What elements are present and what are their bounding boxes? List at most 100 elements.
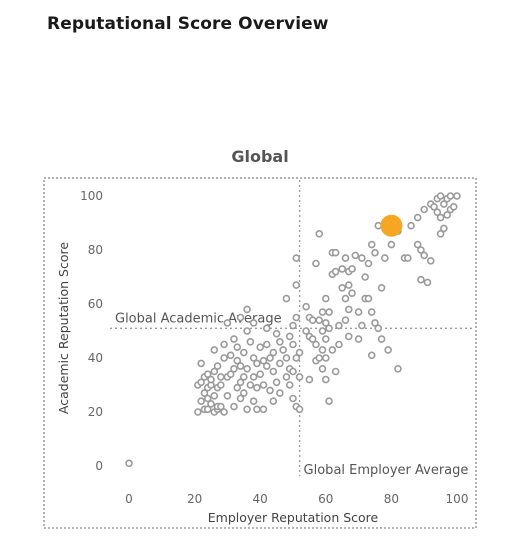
data-point	[325, 324, 333, 333]
data-point	[253, 383, 261, 392]
data-point	[240, 348, 248, 357]
data-point	[325, 397, 333, 406]
data-point	[125, 459, 133, 468]
data-point	[417, 246, 425, 254]
x-tick-label: 40	[253, 492, 268, 506]
employer-average-label: Global Employer Average	[304, 463, 469, 478]
data-point	[292, 313, 301, 322]
data-point	[295, 405, 304, 414]
data-point	[420, 205, 429, 214]
data-point	[197, 359, 205, 368]
data-point	[321, 354, 330, 362]
data-point	[351, 251, 360, 260]
data-point	[321, 335, 330, 343]
data-point	[249, 373, 258, 381]
data-point	[236, 378, 245, 387]
data-point	[233, 343, 242, 352]
data-point	[292, 281, 301, 289]
data-point	[318, 364, 327, 373]
data-point	[259, 356, 268, 365]
data-point	[210, 367, 219, 376]
data-point	[262, 324, 271, 333]
data-point	[276, 359, 284, 368]
x-tick-label: 80	[384, 492, 399, 506]
data-point	[269, 397, 278, 406]
data-point	[233, 383, 242, 392]
data-point	[321, 319, 330, 327]
data-point	[266, 354, 274, 362]
data-point	[203, 370, 212, 379]
data-point	[338, 265, 347, 273]
data-point	[331, 267, 340, 276]
data-point	[279, 346, 287, 354]
axis-ticks: 0 20 40 60 80 100 0 20 40 60 80 100	[80, 189, 468, 506]
data-point	[203, 394, 212, 403]
chart-title: Global	[231, 147, 289, 166]
data-point	[325, 308, 333, 316]
data-point	[230, 402, 238, 411]
data-point	[197, 397, 205, 406]
data-point	[367, 240, 376, 249]
data-point	[269, 367, 278, 376]
data-point	[440, 200, 448, 208]
data-point	[253, 405, 261, 414]
data-point	[230, 364, 238, 373]
data-point	[282, 354, 291, 362]
data-point	[200, 389, 209, 397]
data-point	[361, 273, 369, 281]
x-tick-label: 60	[318, 492, 333, 506]
data-point	[276, 337, 284, 346]
data-point	[341, 294, 350, 303]
data-point	[348, 289, 356, 298]
data-point	[246, 381, 255, 389]
data-point	[358, 321, 366, 330]
data-point	[295, 373, 304, 381]
data-point	[289, 321, 297, 330]
data-point	[243, 305, 251, 314]
data-point	[276, 389, 284, 397]
data-point	[374, 221, 383, 230]
data-point	[387, 240, 396, 249]
data-point	[344, 305, 353, 314]
data-point	[292, 354, 301, 362]
data-point	[331, 248, 340, 257]
data-point	[407, 221, 415, 230]
data-point	[315, 230, 324, 238]
data-point	[331, 367, 340, 376]
data-point	[223, 391, 232, 400]
data-point	[220, 354, 228, 362]
data-point	[318, 327, 327, 335]
data-point	[420, 251, 429, 260]
data-point	[403, 254, 412, 262]
data-point	[272, 378, 281, 387]
y-tick-label: 20	[88, 405, 103, 419]
data-point	[367, 308, 376, 316]
data-point	[413, 213, 422, 222]
data-point	[341, 254, 350, 262]
data-point	[203, 405, 212, 414]
data-point	[210, 346, 219, 354]
data-point	[315, 354, 324, 362]
data-point	[453, 192, 461, 200]
data-point	[302, 327, 310, 335]
data-point	[194, 408, 202, 416]
data-point	[217, 381, 225, 389]
data-point	[243, 327, 251, 335]
data-points	[125, 192, 461, 468]
data-point	[436, 213, 445, 222]
data-point	[289, 367, 297, 376]
data-point	[371, 319, 379, 327]
data-point	[430, 203, 438, 211]
data-point	[240, 373, 248, 381]
data-point	[262, 362, 271, 370]
data-point	[226, 351, 235, 360]
x-axis-label: Employer Reputation Score	[208, 510, 379, 525]
data-point	[312, 340, 320, 349]
data-point	[335, 340, 343, 349]
data-point	[318, 308, 327, 316]
y-tick-label: 40	[88, 351, 103, 365]
data-point	[321, 375, 330, 384]
data-point	[226, 370, 235, 379]
